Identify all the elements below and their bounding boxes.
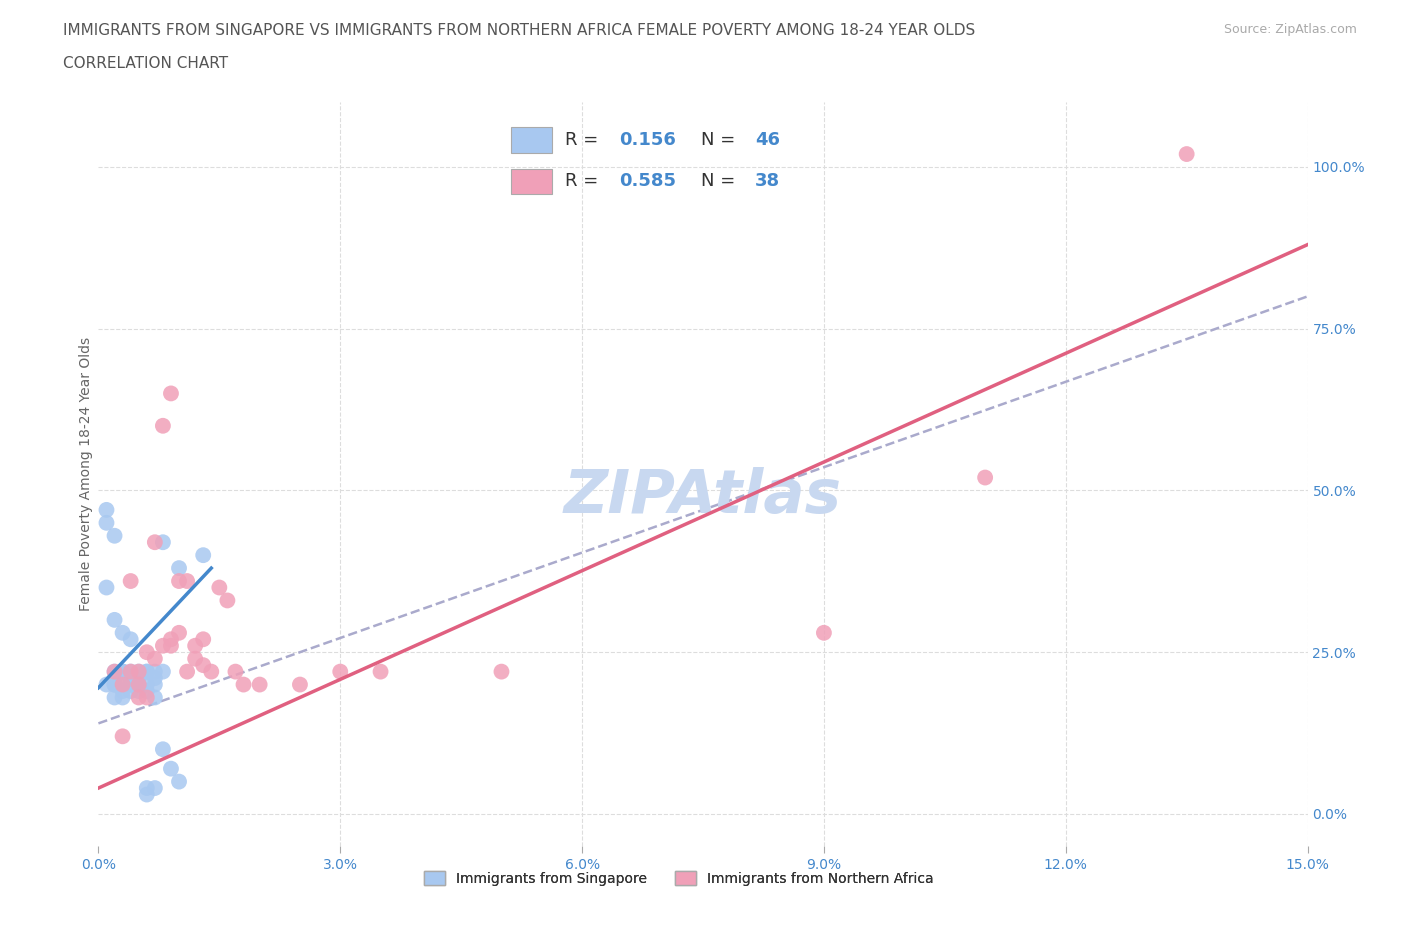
Point — [120, 677, 142, 692]
Point — [184, 651, 207, 666]
Point — [96, 677, 118, 692]
Point — [103, 677, 125, 692]
Point — [103, 664, 125, 679]
Point — [135, 690, 157, 705]
Point — [193, 631, 215, 646]
Point — [143, 664, 166, 679]
Point — [167, 574, 190, 589]
Text: CORRELATION CHART: CORRELATION CHART — [63, 56, 228, 71]
Point — [152, 742, 174, 757]
Point — [143, 677, 166, 692]
Point — [208, 580, 231, 595]
Point — [128, 671, 150, 685]
Point — [120, 671, 142, 685]
Point — [152, 638, 174, 653]
Point — [103, 677, 125, 692]
Point — [111, 664, 134, 679]
Point — [143, 671, 166, 685]
Text: IMMIGRANTS FROM SINGAPORE VS IMMIGRANTS FROM NORTHERN AFRICA FEMALE POVERTY AMON: IMMIGRANTS FROM SINGAPORE VS IMMIGRANTS … — [63, 23, 976, 38]
Point — [111, 677, 134, 692]
Point — [143, 535, 166, 550]
Point — [167, 625, 190, 640]
Point — [128, 677, 150, 692]
Point — [152, 418, 174, 433]
Point — [103, 528, 125, 543]
Legend: Immigrants from Singapore, Immigrants from Northern Africa: Immigrants from Singapore, Immigrants fr… — [419, 866, 939, 892]
Point — [135, 787, 157, 802]
Point — [128, 677, 150, 692]
Point — [111, 684, 134, 698]
Text: ZIPAtlas: ZIPAtlas — [564, 467, 842, 526]
Point — [232, 677, 254, 692]
Point — [143, 651, 166, 666]
Point — [143, 780, 166, 795]
Point — [813, 625, 835, 640]
Point — [135, 664, 157, 679]
Point — [288, 677, 311, 692]
Point — [193, 658, 215, 672]
Y-axis label: Female Poverty Among 18-24 Year Olds: Female Poverty Among 18-24 Year Olds — [79, 338, 93, 611]
Point — [120, 664, 142, 679]
Point — [128, 684, 150, 698]
Point — [111, 664, 134, 679]
Point — [167, 561, 190, 576]
Point — [111, 664, 134, 679]
Point — [200, 664, 222, 679]
Point — [193, 548, 215, 563]
Point — [128, 690, 150, 705]
Point — [103, 664, 125, 679]
Point — [184, 638, 207, 653]
Point — [96, 580, 118, 595]
Point — [176, 664, 198, 679]
Point — [143, 690, 166, 705]
Point — [103, 690, 125, 705]
Point — [128, 664, 150, 679]
Point — [167, 774, 190, 789]
Point — [96, 515, 118, 530]
Point — [111, 677, 134, 692]
Point — [111, 690, 134, 705]
Point — [217, 593, 239, 608]
Point — [329, 664, 352, 679]
Point — [120, 664, 142, 679]
Point — [103, 613, 125, 628]
Point — [96, 502, 118, 517]
Point — [120, 684, 142, 698]
Point — [120, 671, 142, 685]
Point — [111, 625, 134, 640]
Point — [160, 386, 183, 401]
Point — [491, 664, 513, 679]
Point — [160, 638, 183, 653]
Point — [152, 664, 174, 679]
Point — [135, 664, 157, 679]
Point — [128, 677, 150, 692]
Point — [120, 574, 142, 589]
Point — [176, 574, 198, 589]
Point — [224, 664, 246, 679]
Point — [120, 631, 142, 646]
Point — [249, 677, 271, 692]
Point — [1175, 147, 1198, 162]
Point — [160, 631, 183, 646]
Point — [135, 780, 157, 795]
Point — [135, 684, 157, 698]
Point — [370, 664, 392, 679]
Text: Source: ZipAtlas.com: Source: ZipAtlas.com — [1223, 23, 1357, 36]
Point — [135, 677, 157, 692]
Point — [974, 470, 997, 485]
Point — [128, 664, 150, 679]
Point — [160, 762, 183, 777]
Point — [152, 535, 174, 550]
Point — [111, 729, 134, 744]
Point — [135, 644, 157, 659]
